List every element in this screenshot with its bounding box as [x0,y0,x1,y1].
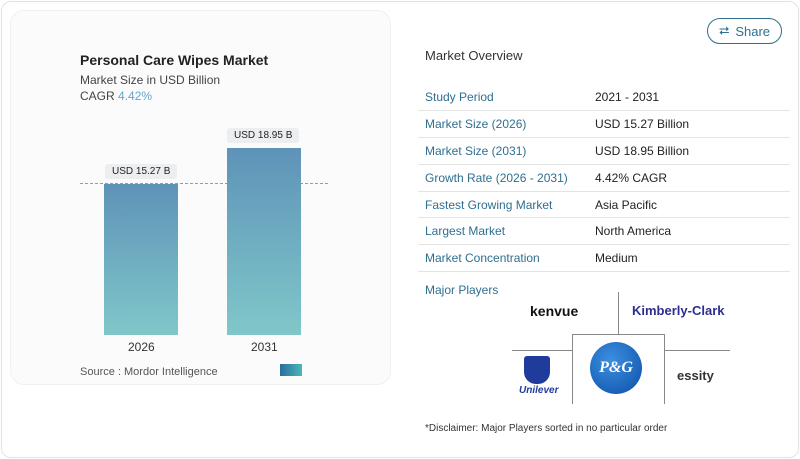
row-value: North America [588,217,790,246]
chart-card [10,10,391,385]
logo-unilever: Unilever [519,385,559,396]
row-value: 2021 - 2031 [588,84,790,112]
reference-line [80,183,328,184]
mordor-logo [280,364,302,376]
row-value: 4.42% CAGR [588,164,790,192]
row-value: USD 15.27 Billion [588,110,790,139]
overview-row: Market Size (2026) USD 15.27 Billion [418,110,790,139]
overview-row: Growth Rate (2026 - 2031) 4.42% CAGR [418,164,790,192]
row-value: Medium [588,244,790,273]
cagr-label: CAGR [80,89,115,103]
row-key: Market Size (2026) [418,110,588,139]
data-label-2031: USD 18.95 B [227,128,300,143]
row-value: USD 18.95 Billion [588,137,790,165]
divider [512,350,572,351]
chart-subtitle: Market Size in USD Billion [80,73,221,87]
bar-2026 [104,184,178,335]
overview-row: Largest Market North America [418,217,790,246]
chart-title: Personal Care Wipes Market [80,52,269,68]
overview-row: Market Concentration Medium [418,244,790,273]
overview-row: Fastest Growing Market Asia Pacific [418,191,790,219]
pg-box [572,334,665,404]
data-label-2026: USD 15.27 B [105,164,178,179]
major-players-title: Major Players [425,283,499,297]
row-key: Market Size (2031) [418,137,588,165]
overview-table: Study Period 2021 - 2031 Market Size (2026… [418,84,790,273]
logo-pg: P&G [590,342,642,394]
disclaimer: *Disclaimer: Major Players sorted in no … [425,423,668,434]
divider [618,292,619,334]
row-key: Largest Market [418,217,588,246]
divider [665,350,730,351]
row-key: Growth Rate (2026 - 2031) [418,164,588,192]
row-key: Study Period [418,84,588,112]
x-label-2026: 2026 [128,340,155,354]
logo-kimberly-clark: Kimberly-Clark [632,303,725,318]
row-value: Asia Pacific [588,191,790,219]
row-key: Fastest Growing Market [418,191,588,219]
share-label: Share [735,23,771,39]
logo-essity: essity [677,368,714,383]
cagr: CAGR 4.42% [80,89,152,103]
overview-row: Study Period 2021 - 2031 [418,84,790,112]
logo-kenvue: kenvue [530,303,579,319]
share-button[interactable]: ⮂ Share [707,18,782,44]
overview-row: Market Size (2031) USD 18.95 Billion [418,137,790,165]
bar-2031 [227,148,301,335]
source: Source : Mordor Intelligence [80,366,218,378]
cagr-value: 4.42% [118,89,153,103]
unilever-icon [524,356,550,384]
row-key: Market Concentration [418,244,588,273]
overview-title: Market Overview [425,48,523,63]
x-label-2031: 2031 [251,340,278,354]
share-icon: ⮂ [718,23,730,38]
